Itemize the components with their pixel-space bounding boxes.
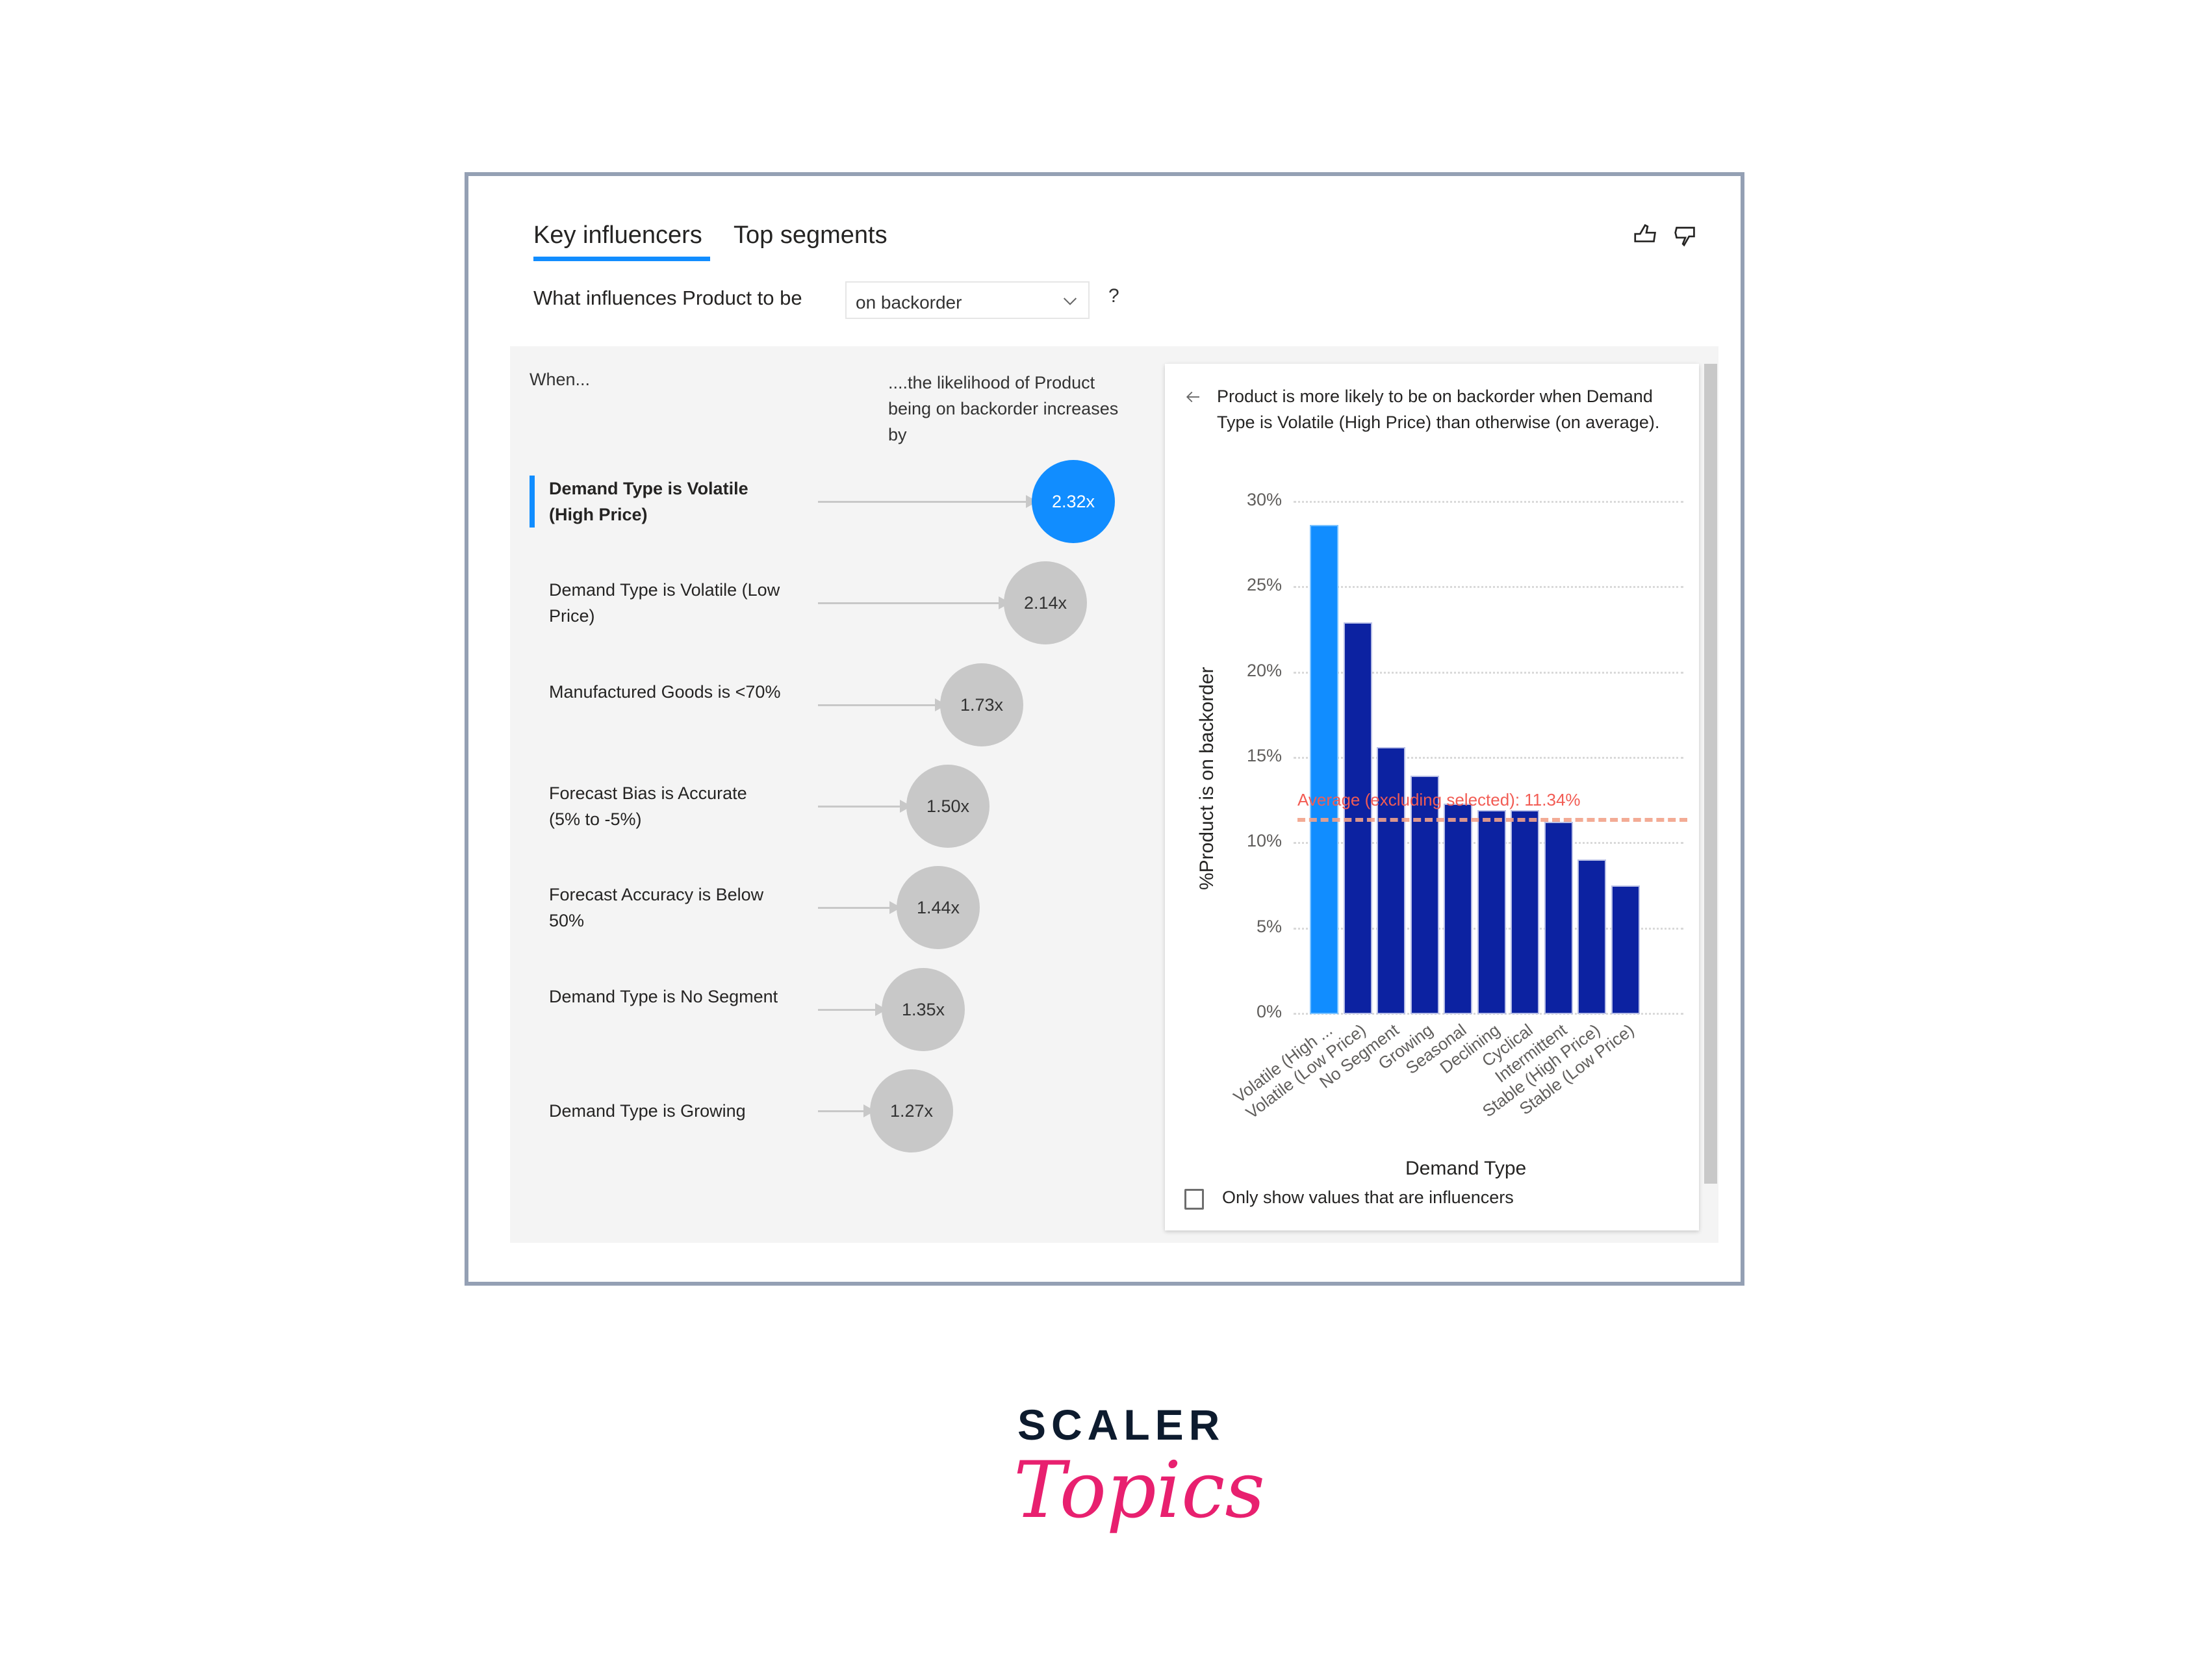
influencer-label: Demand Type is Volatile (Low Price) [549, 580, 780, 626]
y-tick: 10% [1246, 831, 1282, 850]
bar-stable-low-price[interactable] [1613, 887, 1639, 1013]
key-influencers-visual: Key influencers Top segments What influe… [465, 172, 1744, 1286]
connector-line [818, 1009, 876, 1011]
bar-seasonal[interactable] [1445, 805, 1471, 1013]
influencer-label: Forecast Accuracy is Below 50% [549, 885, 764, 930]
only-influencers-checkbox[interactable] [1184, 1189, 1204, 1210]
back-arrow-icon[interactable] [1182, 387, 1204, 407]
average-reference-line [1297, 818, 1687, 822]
influence-bubble[interactable]: 1.44x [897, 866, 980, 949]
bar-stable-high-price[interactable] [1579, 861, 1605, 1013]
scaler-topics-logo: SCALER Topics [1014, 1400, 1265, 1569]
connector-line [818, 806, 901, 808]
influence-bubble[interactable]: 1.50x [906, 765, 990, 848]
influencer-label: Demand Type is Growing [549, 1101, 746, 1121]
influencer-label: Demand Type is Volatile (High Price) [549, 479, 748, 524]
gridline [1294, 586, 1683, 588]
thumbs-up-icon[interactable] [1631, 220, 1661, 250]
influencer-row[interactable]: Demand Type is Volatile (Low Price) 2.14… [510, 557, 1160, 648]
vertical-scrollbar[interactable] [1704, 364, 1717, 1184]
chevron-down-icon [1063, 298, 1077, 305]
y-tick: 15% [1246, 746, 1282, 765]
bar-declining[interactable] [1479, 811, 1505, 1013]
influencer-row[interactable]: Forecast Bias is Accurate (5% to -5%) 1.… [510, 761, 1160, 852]
dropdown-value: on backorder [856, 292, 962, 312]
average-reference-label: Average (excluding selected): 11.34% [1297, 790, 1581, 809]
influencer-row[interactable]: Demand Type is Volatile (High Price) 2.3… [510, 456, 1160, 547]
connector-line [818, 907, 891, 909]
tab-key-influencers[interactable]: Key influencers [533, 222, 702, 249]
gridline [1294, 672, 1683, 674]
y-tick: 5% [1256, 917, 1282, 936]
active-tab-indicator [533, 257, 710, 261]
influencer-label: Manufactured Goods is <70% [549, 682, 781, 702]
gridline [1294, 501, 1683, 503]
influencer-row[interactable]: Manufactured Goods is <70% 1.73x [510, 659, 1160, 750]
bar-intermittent[interactable] [1546, 823, 1572, 1013]
bar-cyclical[interactable] [1512, 811, 1538, 1013]
influence-bubble[interactable]: 1.73x [940, 663, 1023, 746]
tab-top-segments[interactable]: Top segments [734, 222, 887, 249]
influencer-row[interactable]: Forecast Accuracy is Below 50% 1.44x [510, 862, 1160, 953]
bar-volatile-high-price[interactable] [1311, 526, 1337, 1013]
bar-no-segment[interactable] [1378, 748, 1404, 1013]
influencer-label: Forecast Bias is Accurate (5% to -5%) [549, 783, 747, 829]
influencer-row[interactable]: Demand Type is Growing 1.27x [510, 1065, 1160, 1156]
y-axis-title: %Product is on backorder [1196, 667, 1218, 890]
selected-indicator [530, 476, 535, 528]
y-tick: 20% [1246, 661, 1282, 680]
gridline [1294, 1013, 1683, 1015]
connector-line [818, 602, 1000, 604]
influencer-label: Demand Type is No Segment [549, 987, 778, 1006]
question-label: What influences Product to be [533, 286, 802, 309]
influence-bubble[interactable]: 2.32x [1032, 460, 1115, 543]
influencer-row[interactable]: Demand Type is No Segment 1.35x [510, 964, 1160, 1055]
logo-topics-text: Topics [1014, 1445, 1265, 1536]
influencer-detail-card: Product is more likely to be on backorde… [1165, 364, 1699, 1230]
thumbs-down-icon[interactable] [1670, 220, 1700, 250]
connector-line [818, 501, 1027, 503]
detail-description: Product is more likely to be on backorde… [1217, 387, 1660, 432]
column-header-when: When... [530, 370, 591, 389]
connector-line [818, 704, 936, 706]
only-influencers-label: Only show values that are influencers [1222, 1188, 1514, 1207]
influence-bubble[interactable]: 1.35x [882, 968, 965, 1051]
y-tick: 0% [1256, 1002, 1282, 1021]
influencers-panel: When... ....the likelihood of Product be… [510, 346, 1718, 1243]
column-header-likelihood: ....the likelihood of Product being on b… [888, 373, 1119, 444]
y-tick: 30% [1246, 490, 1282, 509]
influence-bubble[interactable]: 1.27x [870, 1069, 953, 1152]
target-value-dropdown[interactable]: on backorder [845, 281, 1090, 319]
gridline [1294, 757, 1683, 759]
influence-bubble[interactable]: 2.14x [1004, 561, 1087, 644]
logo-scaler-text: SCALER [1017, 1401, 1225, 1449]
x-axis-title: Demand Type [1405, 1158, 1527, 1179]
help-icon[interactable]: ? [1108, 285, 1119, 307]
connector-line [818, 1110, 865, 1112]
y-tick: 25% [1246, 575, 1282, 594]
bar-growing[interactable] [1412, 777, 1438, 1013]
